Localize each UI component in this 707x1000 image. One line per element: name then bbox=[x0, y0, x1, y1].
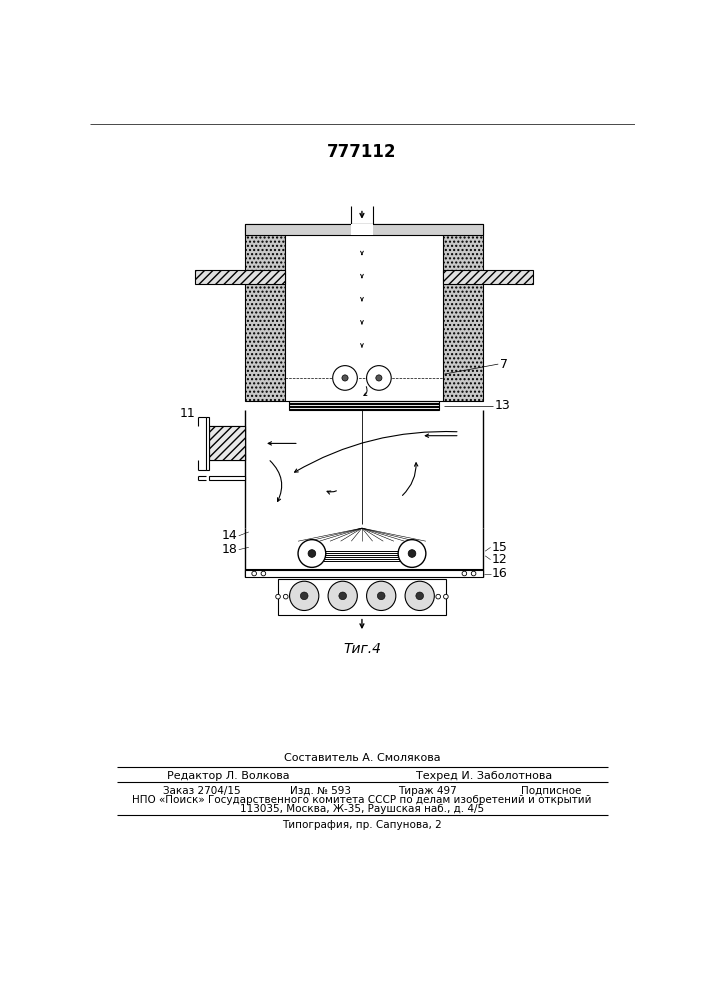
Text: Составитель А. Смолякова: Составитель А. Смолякова bbox=[284, 753, 440, 763]
Circle shape bbox=[261, 571, 266, 576]
Bar bbox=[206, 417, 209, 470]
Text: 15: 15 bbox=[492, 541, 508, 554]
Circle shape bbox=[342, 375, 348, 381]
Circle shape bbox=[376, 375, 382, 381]
Circle shape bbox=[284, 594, 288, 599]
Bar bbox=[443, 270, 533, 284]
Bar bbox=[245, 224, 285, 401]
Bar bbox=[351, 224, 373, 235]
Circle shape bbox=[436, 594, 440, 599]
Text: 7: 7 bbox=[500, 358, 508, 371]
Bar bbox=[245, 570, 483, 577]
Bar bbox=[288, 401, 439, 410]
Circle shape bbox=[298, 540, 326, 567]
Bar bbox=[443, 224, 483, 401]
Text: 13: 13 bbox=[494, 399, 510, 412]
Text: 14: 14 bbox=[221, 529, 238, 542]
Bar bbox=[195, 270, 285, 284]
Circle shape bbox=[378, 592, 385, 600]
Text: 113035, Москва, Ж-35, Раушская наб., д. 4/5: 113035, Москва, Ж-35, Раушская наб., д. … bbox=[240, 804, 484, 814]
Text: НПО «Поиск» Государственного комитета СССР по делам изобретений и открытий: НПО «Поиск» Государственного комитета СС… bbox=[132, 795, 592, 805]
Circle shape bbox=[339, 592, 346, 600]
Text: 777112: 777112 bbox=[327, 143, 397, 161]
Circle shape bbox=[416, 592, 423, 600]
Circle shape bbox=[398, 540, 426, 567]
Circle shape bbox=[290, 581, 319, 610]
Bar bbox=[278, 579, 446, 615]
Text: 16: 16 bbox=[492, 567, 508, 580]
Circle shape bbox=[472, 571, 476, 576]
Text: Τиг.4: Τиг.4 bbox=[343, 642, 381, 656]
Circle shape bbox=[328, 581, 357, 610]
Circle shape bbox=[333, 366, 357, 390]
Circle shape bbox=[462, 571, 467, 576]
Text: Редактор Л. Волкова: Редактор Л. Волкова bbox=[167, 771, 290, 781]
Circle shape bbox=[300, 592, 308, 600]
Text: 11: 11 bbox=[180, 407, 196, 420]
Text: Тираж 497: Тираж 497 bbox=[398, 786, 457, 796]
Circle shape bbox=[408, 550, 416, 557]
Bar bbox=[245, 224, 483, 235]
Bar bbox=[285, 224, 443, 401]
Circle shape bbox=[366, 581, 396, 610]
Text: Изд. № 593: Изд. № 593 bbox=[291, 786, 351, 796]
Circle shape bbox=[252, 571, 257, 576]
Text: Типография, пр. Сапунова, 2: Типография, пр. Сапунова, 2 bbox=[282, 820, 442, 830]
Circle shape bbox=[405, 581, 434, 610]
Bar bbox=[209, 426, 245, 460]
Text: Подписное: Подписное bbox=[521, 786, 582, 796]
Circle shape bbox=[443, 594, 448, 599]
Circle shape bbox=[308, 550, 316, 557]
Circle shape bbox=[276, 594, 281, 599]
Text: 18: 18 bbox=[221, 543, 238, 556]
Text: Техред И. Заболотнова: Техред И. Заболотнова bbox=[416, 771, 552, 781]
Text: 12: 12 bbox=[492, 553, 508, 566]
Bar bbox=[209, 476, 245, 480]
Bar bbox=[209, 426, 245, 460]
Circle shape bbox=[366, 366, 391, 390]
Text: Заказ 2704/15: Заказ 2704/15 bbox=[163, 786, 241, 796]
